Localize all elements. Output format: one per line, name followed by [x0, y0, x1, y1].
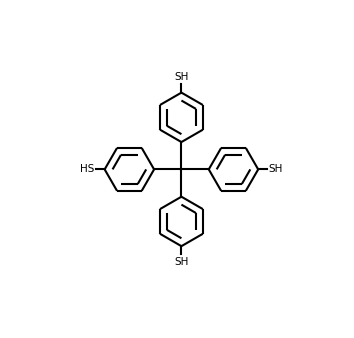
Text: SH: SH: [269, 164, 283, 174]
Text: HS: HS: [80, 164, 94, 174]
Text: SH: SH: [174, 72, 189, 82]
Text: SH: SH: [174, 257, 189, 267]
